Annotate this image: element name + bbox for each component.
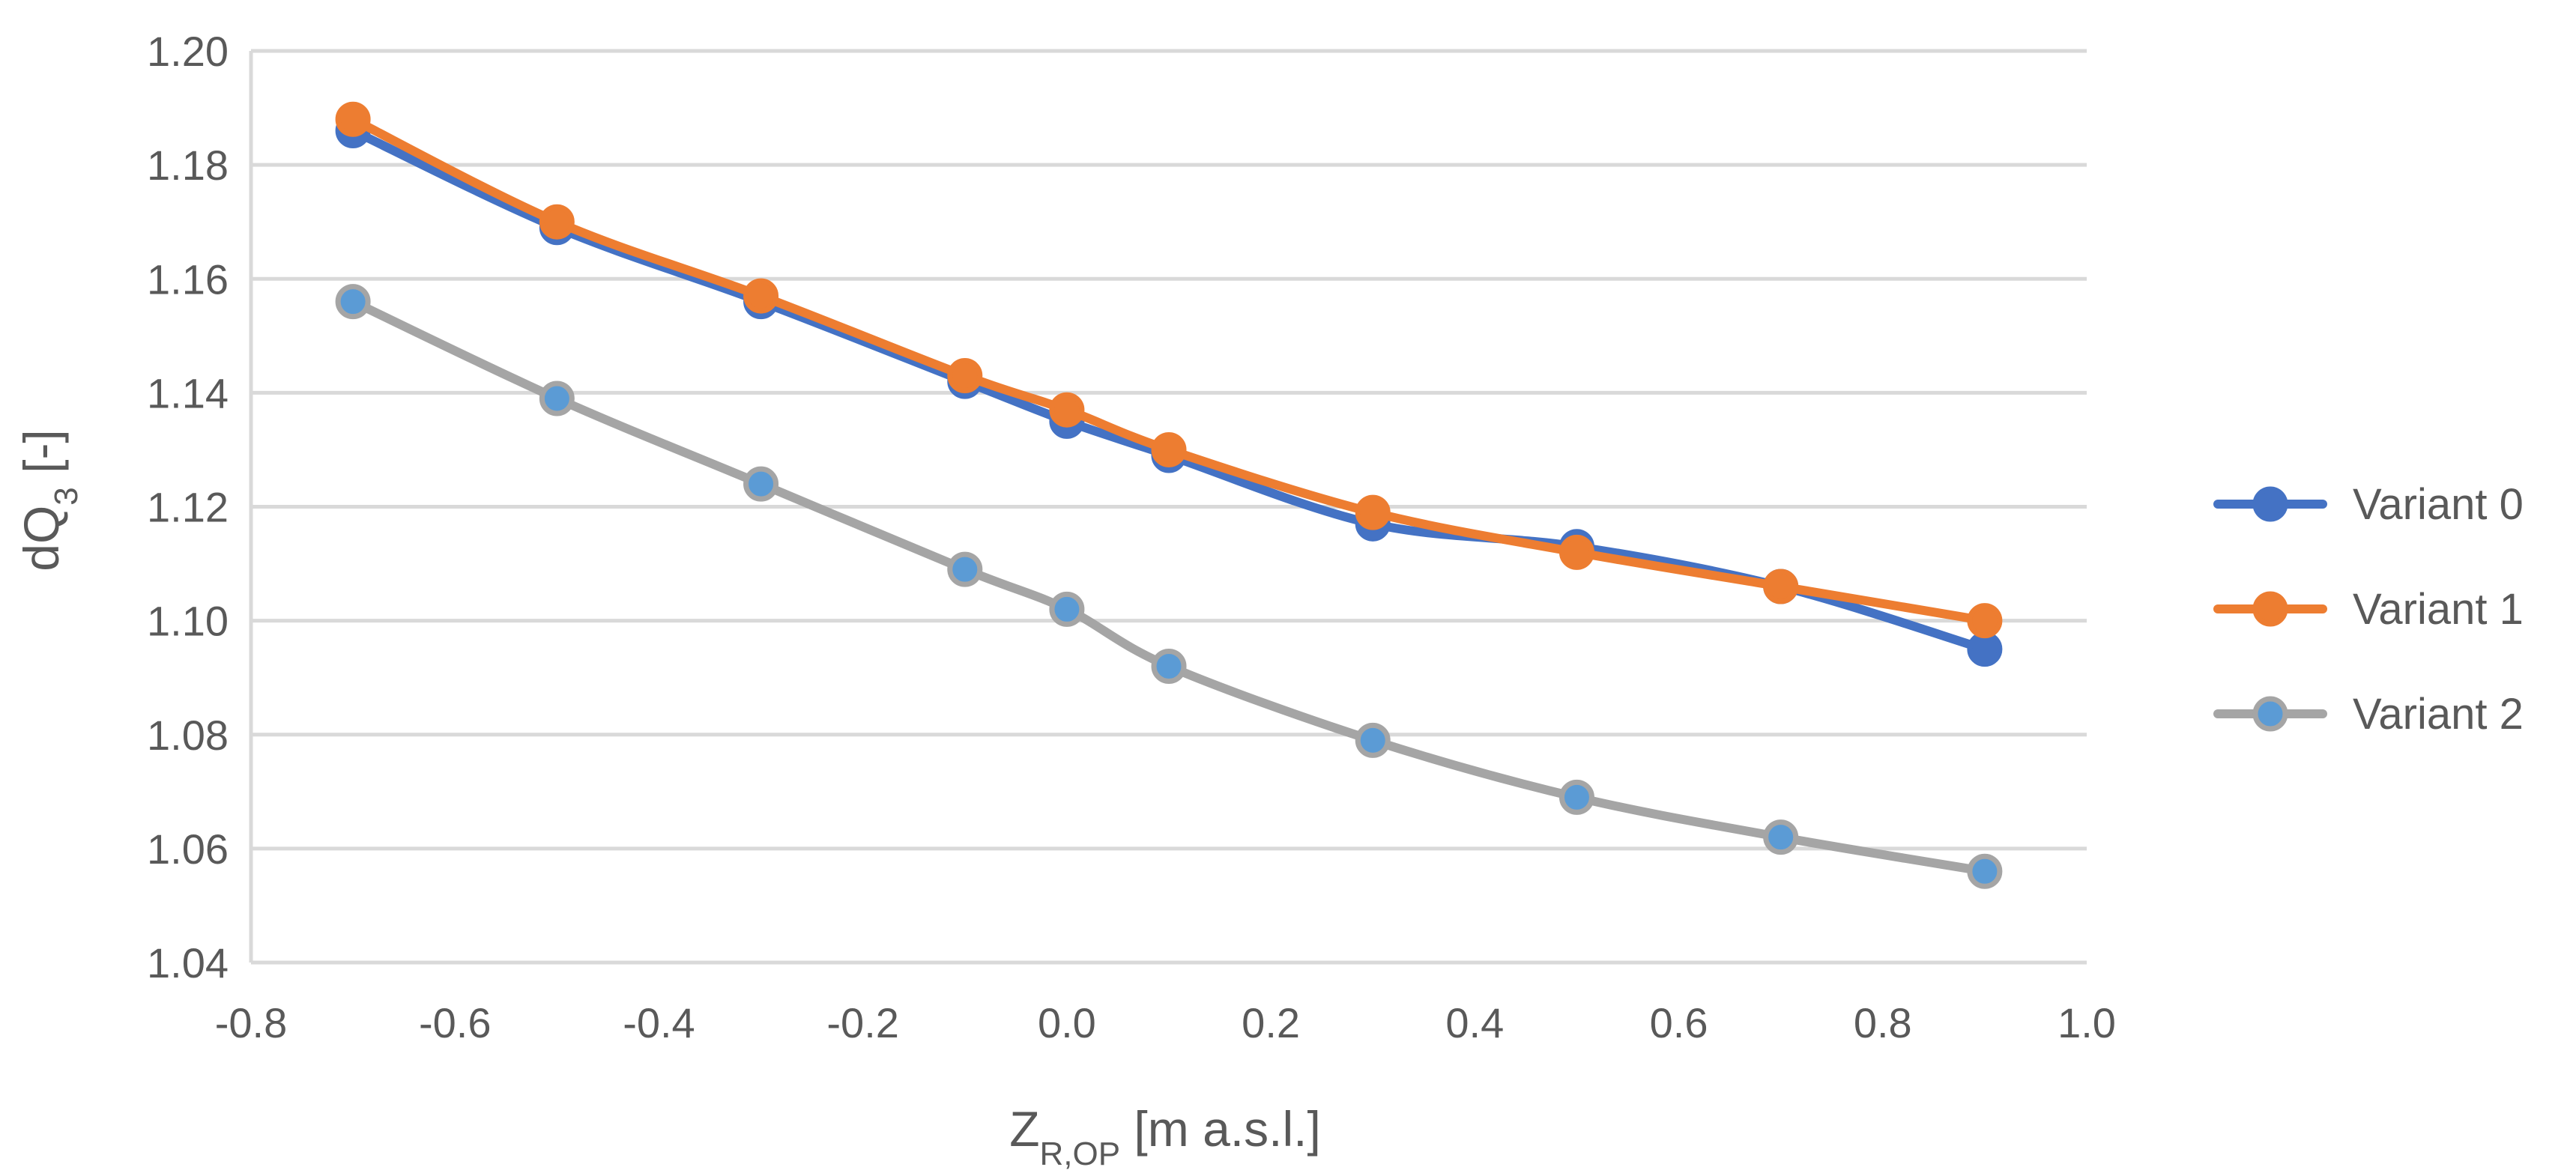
data-point	[1967, 603, 2003, 639]
series-line	[348, 115, 1989, 625]
data-point	[539, 204, 575, 240]
data-point	[1355, 494, 1391, 530]
y-tick-label: 1.18	[147, 142, 229, 189]
legend-swatch-marker	[2252, 696, 2288, 732]
legend-label: Variant 2	[2353, 690, 2524, 739]
series-line	[348, 126, 1989, 654]
data-point	[1049, 591, 1085, 627]
legend-label: Variant 0	[2353, 480, 2524, 529]
y-tick-label: 1.04	[147, 939, 229, 986]
y-tick-label: 1.08	[147, 712, 229, 759]
series-line	[348, 297, 1989, 876]
x-tick-label: 0.4	[1445, 999, 1504, 1046]
y-tick-label: 1.20	[147, 28, 229, 75]
data-point	[1355, 722, 1391, 758]
legend: Variant 0 Variant 1 Variant 2	[2213, 480, 2524, 739]
y-tick-label: 1.10	[147, 598, 229, 645]
x-tick-label: 0.0	[1038, 999, 1096, 1046]
x-tick-label: -0.4	[623, 999, 695, 1046]
x-tick-label: 0.2	[1242, 999, 1300, 1046]
data-point	[1151, 648, 1187, 684]
y-tick-labels: 1.04 1.06 1.08 1.10 1.12 1.14 1.16 1.18 1.20	[147, 28, 229, 986]
data-point	[947, 358, 983, 394]
data-point	[1763, 569, 1799, 604]
x-tick-label: 0.8	[1854, 999, 1912, 1046]
legend-item: Variant 1	[2213, 585, 2524, 634]
x-tick-label: -0.8	[215, 999, 288, 1046]
x-tick-label: -0.6	[419, 999, 492, 1046]
x-tick-label: 1.0	[2058, 999, 2116, 1046]
legend-swatch-marker	[2252, 591, 2288, 627]
legend-label: Variant 1	[2353, 585, 2524, 634]
series-variant-2	[335, 284, 2003, 889]
y-tick-label: 1.06	[147, 825, 229, 873]
data-point	[1967, 631, 2003, 667]
x-tick-label: 0.6	[1650, 999, 1708, 1046]
data-point	[1558, 534, 1594, 570]
x-tick-label: -0.2	[826, 999, 899, 1046]
data-point	[1967, 853, 2003, 889]
data-point	[1049, 392, 1085, 428]
data-point	[539, 381, 575, 416]
y-tick-label: 1.14	[147, 369, 229, 416]
data-point	[743, 278, 779, 314]
axes	[249, 51, 2087, 965]
legend-swatch-marker	[2252, 486, 2288, 522]
y-axis-label: dQ3 [-]	[13, 429, 85, 572]
data-point	[1763, 819, 1799, 855]
data-point	[1151, 431, 1187, 467]
x-tick-labels: -0.8 -0.6 -0.4 -0.2 0.0 0.2 0.4 0.6 0.8 1.0	[215, 999, 2116, 1046]
series-group	[335, 101, 2003, 889]
data-point	[743, 466, 779, 502]
legend-item: Variant 2	[2213, 690, 2524, 739]
series-variant-1	[335, 101, 2003, 639]
data-point	[335, 284, 371, 320]
legend-item: Variant 0	[2213, 480, 2524, 529]
data-point	[1558, 779, 1594, 815]
data-point	[335, 101, 371, 137]
data-point	[947, 551, 983, 587]
x-axis-label: ZR,OP [m a.s.l.]	[1009, 1101, 1321, 1172]
y-tick-label: 1.12	[147, 484, 229, 531]
y-tick-label: 1.16	[147, 255, 229, 303]
